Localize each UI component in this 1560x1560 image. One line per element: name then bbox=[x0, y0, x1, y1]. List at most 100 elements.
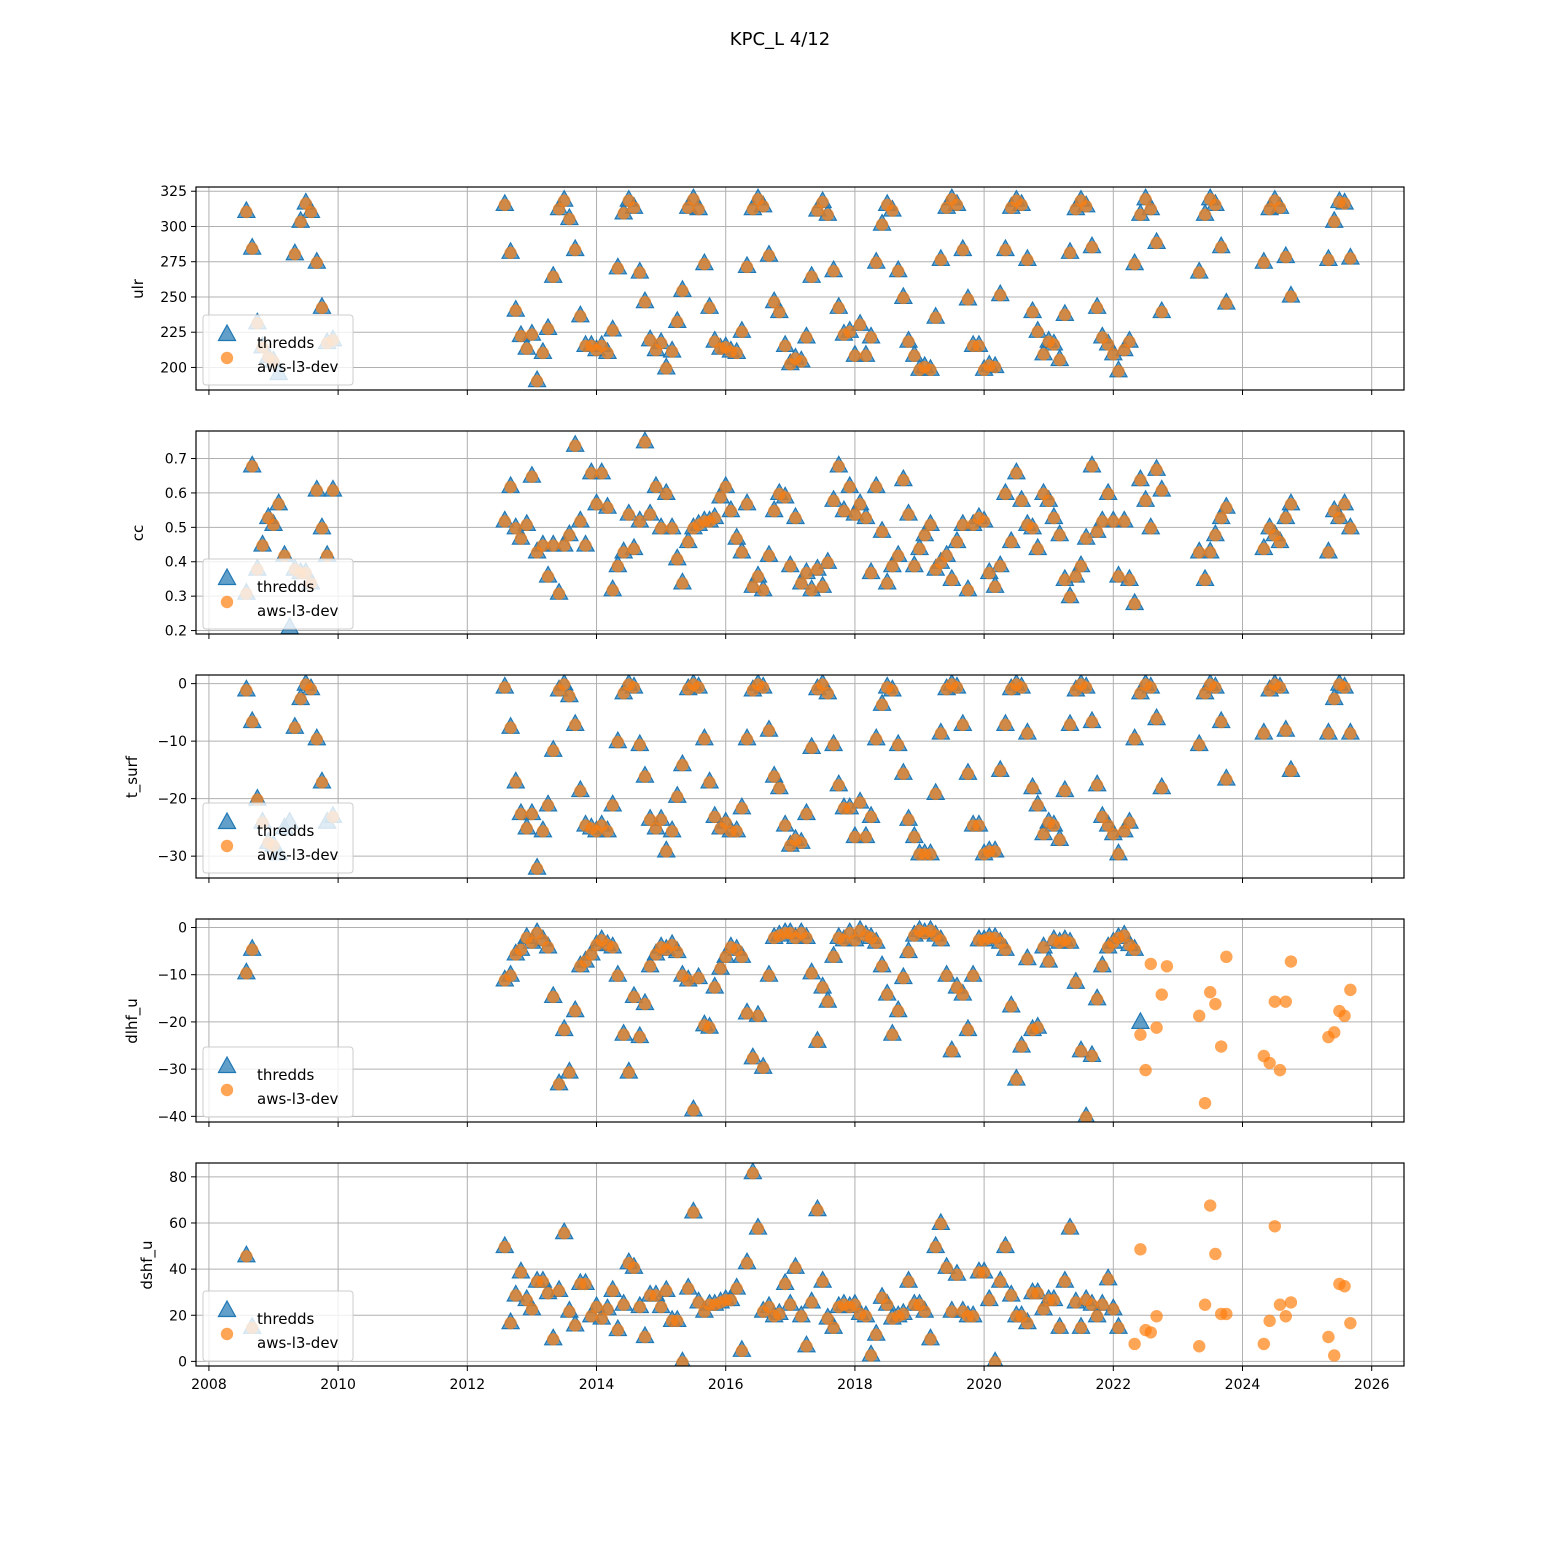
aws-l3-dev-point bbox=[1053, 1321, 1066, 1334]
aws-l3-dev-point bbox=[676, 758, 689, 772]
aws-l3-dev-point bbox=[1322, 727, 1335, 740]
y-tick-label: 40 bbox=[169, 1262, 187, 1278]
aws-l3-dev-point bbox=[1284, 764, 1298, 778]
aws-l3-dev-point bbox=[881, 988, 894, 1001]
aws-l3-dev-point bbox=[504, 1316, 517, 1330]
legend-marker-thredds bbox=[217, 1055, 237, 1074]
aws-l3-dev-point bbox=[509, 776, 522, 789]
aws-l3-dev-point bbox=[902, 1275, 915, 1288]
y-tick-label: −40 bbox=[157, 1109, 187, 1125]
aws-l3-dev-point bbox=[267, 518, 280, 532]
aws-l3-dev-point bbox=[956, 243, 969, 257]
aws-l3-dev-point bbox=[671, 315, 684, 329]
aws-l3-dev-point bbox=[530, 374, 544, 388]
aws-l3-dev-point bbox=[246, 715, 259, 729]
aws-l3-dev-point bbox=[1279, 1310, 1292, 1323]
aws-l3-dev-point bbox=[627, 1261, 641, 1275]
aws-l3-dev-point bbox=[1021, 1316, 1034, 1330]
aws-l3-dev-point bbox=[660, 362, 673, 375]
y-tick-label: −30 bbox=[157, 1062, 187, 1078]
aws-l3-dev-point bbox=[633, 515, 646, 528]
aws-l3-dev-point bbox=[1090, 525, 1104, 538]
aws-l3-dev-point bbox=[520, 1293, 533, 1307]
x-tick-label: 2024 bbox=[1225, 1377, 1261, 1393]
aws-l3-dev-point bbox=[950, 681, 964, 694]
aws-l3-dev-point bbox=[1005, 535, 1018, 549]
aws-l3-dev-point bbox=[977, 515, 991, 528]
aws-l3-dev-point bbox=[724, 1293, 738, 1307]
legend-label-aws: aws-l3-dev bbox=[257, 358, 339, 376]
aws-l3-dev-point bbox=[498, 681, 511, 694]
aws-l3-dev-point bbox=[1010, 1073, 1023, 1086]
aws-l3-dev-point bbox=[762, 1300, 776, 1314]
aws-l3-dev-point bbox=[999, 943, 1012, 956]
aws-l3-dev-point bbox=[1193, 738, 1206, 752]
y-tick-label: 250 bbox=[160, 290, 187, 306]
aws-l3-dev-point bbox=[1284, 1296, 1298, 1309]
aws-l3-dev-point bbox=[585, 467, 598, 480]
aws-l3-dev-point bbox=[714, 962, 727, 975]
aws-l3-dev-point bbox=[627, 990, 641, 1004]
aws-l3-dev-point bbox=[514, 943, 528, 956]
aws-l3-dev-point bbox=[945, 1305, 959, 1318]
panel-dlhf-u: −40 −30 −20 −10 0 dlhf_u thredds aws-l3-dev bbox=[123, 918, 1405, 1127]
aws-l3-dev-point bbox=[784, 559, 797, 573]
aws-l3-dev-point bbox=[756, 681, 770, 694]
y-tick-label: 300 bbox=[160, 219, 187, 235]
y-tick-label: 80 bbox=[169, 1170, 187, 1186]
aws-l3-dev-point bbox=[633, 1300, 646, 1314]
aws-l3-dev-point bbox=[940, 549, 953, 563]
aws-l3-dev-point bbox=[1112, 848, 1125, 861]
aws-l3-dev-point bbox=[735, 802, 749, 815]
y-tick-label: 0.3 bbox=[165, 589, 187, 605]
aws-l3-dev-point bbox=[762, 249, 776, 262]
aws-l3-dev-point bbox=[805, 741, 818, 755]
aws-l3-dev-point bbox=[1079, 200, 1093, 213]
legend-marker-aws bbox=[220, 1327, 234, 1341]
aws-l3-dev-point bbox=[595, 467, 608, 480]
aws-l3-dev-point bbox=[1279, 511, 1292, 525]
aws-l3-dev-point bbox=[1058, 573, 1072, 587]
aws-l3-dev-point bbox=[1021, 952, 1034, 966]
aws-l3-dev-point bbox=[638, 295, 652, 309]
aws-l3-dev-point bbox=[1107, 1303, 1120, 1316]
aws-l3-dev-point bbox=[918, 1305, 931, 1318]
panel-cc: 0.2 0.3 0.4 0.5 0.6 0.7 cc thredds aws-l3-dev bbox=[129, 430, 1405, 640]
aws-l3-dev-point bbox=[643, 508, 657, 521]
aws-l3-dev-point bbox=[1128, 1337, 1141, 1351]
aws-l3-dev-point bbox=[568, 1319, 582, 1332]
aws-l3-dev-point bbox=[665, 345, 679, 358]
aws-l3-dev-point bbox=[811, 1035, 824, 1049]
aws-l3-dev-point bbox=[660, 845, 673, 858]
aws-l3-dev-point bbox=[1139, 193, 1152, 206]
y-tick-label: 0.2 bbox=[165, 624, 187, 640]
aws-l3-dev-point bbox=[1257, 542, 1271, 556]
aws-l3-dev-point bbox=[1031, 1286, 1044, 1300]
aws-l3-dev-point bbox=[730, 1282, 743, 1295]
aws-l3-dev-point bbox=[999, 718, 1012, 732]
aws-l3-dev-point bbox=[756, 200, 770, 213]
aws-l3-dev-point bbox=[751, 1009, 765, 1023]
aws-l3-dev-point bbox=[601, 825, 614, 838]
aws-l3-dev-point bbox=[848, 830, 862, 844]
aws-l3-dev-point bbox=[811, 563, 824, 576]
aws-l3-dev-point bbox=[520, 342, 533, 355]
aws-l3-dev-point bbox=[961, 1023, 975, 1037]
aws-l3-dev-point bbox=[719, 480, 732, 494]
aws-l3-dev-point bbox=[945, 573, 959, 587]
aws-l3-dev-point bbox=[940, 969, 953, 982]
aws-l3-dev-point bbox=[294, 215, 307, 229]
aws-l3-dev-point bbox=[1134, 1243, 1147, 1256]
aws-l3-dev-point bbox=[574, 515, 587, 528]
y-tick-label: 0 bbox=[178, 677, 187, 693]
aws-l3-dev-point bbox=[692, 971, 705, 985]
aws-l3-dev-point bbox=[950, 1268, 964, 1281]
aws-l3-dev-point bbox=[514, 532, 528, 545]
x-tick-label: 2014 bbox=[579, 1377, 615, 1393]
aws-l3-dev-point bbox=[530, 862, 544, 875]
aws-l3-dev-point bbox=[633, 738, 646, 752]
legend-marker-thredds bbox=[217, 323, 237, 342]
aws-l3-dev-point bbox=[740, 733, 754, 746]
aws-l3-dev-point bbox=[999, 1240, 1012, 1254]
